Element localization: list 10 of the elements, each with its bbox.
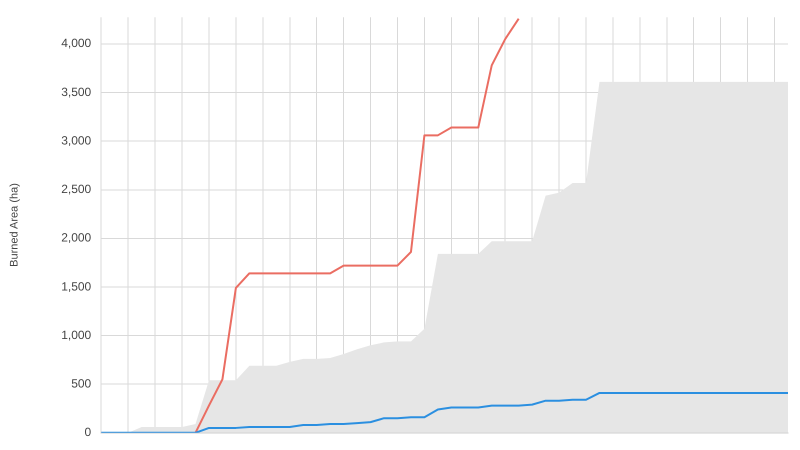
y-tick-label: 2,000 (61, 230, 92, 245)
y-tick-label: 1,500 (61, 279, 92, 294)
y-tick-label: 3,500 (61, 84, 92, 99)
y-tick-label: 2,500 (61, 182, 92, 196)
y-tick-label: 1,000 (61, 328, 92, 342)
y-tick-label: 500 (71, 376, 92, 391)
y-axis-title: Burned Area (ha) (8, 183, 21, 267)
y-tick-label: 3,000 (61, 133, 92, 148)
y-tick-label: 0 (84, 425, 92, 440)
y-tick-label: 4,000 (61, 36, 92, 50)
